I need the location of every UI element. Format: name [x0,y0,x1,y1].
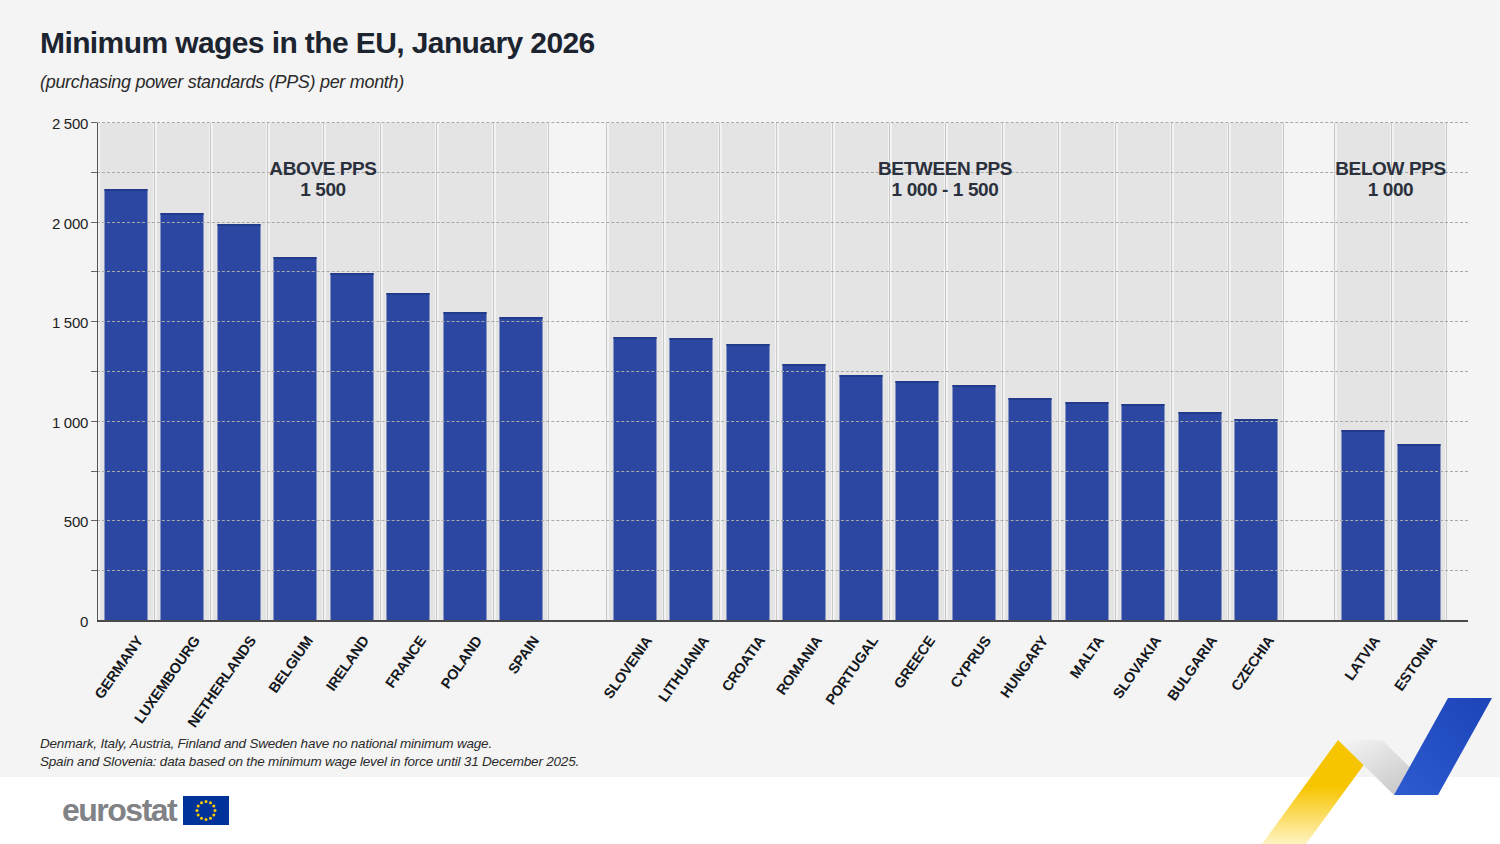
group-heading-3: BELOW PPS1 000 [1335,158,1445,200]
country-label-slovakia: SLOVAKIA [1109,633,1164,701]
country-label-hungary: HUNGARY [997,633,1051,701]
column-czechia [1228,123,1285,621]
bar-chart: Minimum wages in the EU, January 2026 (p… [0,0,1500,844]
group-heading-2: BETWEEN PPS1 000 - 1 500 [878,158,1012,200]
country-label-portugal: PORTUGAL [822,633,881,708]
y-axis-label-0: 0 [28,613,88,630]
bar-latvia [1341,430,1384,621]
y-axis-line [97,123,98,621]
bar-romania [783,364,826,621]
column-slovenia [606,123,663,621]
gridline-1500 [97,321,1468,322]
bar-greece [896,381,939,621]
column-netherlands [210,123,267,621]
page-title: Minimum wages in the EU, January 2026 [40,26,595,60]
bar-poland [443,312,486,621]
y-axis-label-500: 500 [28,513,88,530]
country-label-ireland: IRELAND [323,633,372,694]
country-label-belgium: BELGIUM [265,633,316,696]
bar-france [387,293,430,621]
y-tick-2000 [91,222,97,223]
y-tick-1000 [91,421,97,422]
gridline-750 [97,471,1468,472]
y-tick-750 [91,471,97,472]
column-germany [97,123,154,621]
y-tick-250 [91,570,97,571]
footnote-line-1: Denmark, Italy, Austria, Finland and Swe… [40,736,492,751]
bar-netherlands [217,224,260,621]
y-axis-label-1500: 1 500 [28,314,88,331]
country-label-croatia: CROATIA [719,633,769,694]
column-poland [436,123,493,621]
y-tick-500 [91,520,97,521]
bar-lithuania [670,338,713,621]
gridline-500 [97,520,1468,521]
gridline-1250 [97,371,1468,372]
eu-flag-icon [183,796,229,825]
y-axis-label-1000: 1 000 [28,413,88,430]
country-label-slovenia: SLOVENIA [601,633,656,702]
country-label-germany: GERMANY [92,633,147,702]
country-label-romania: ROMANIA [773,633,825,698]
column-romania [776,123,833,621]
bar-portugal [839,375,882,621]
country-label-france: FRANCE [382,633,429,691]
country-label-greece: GREECE [890,633,938,691]
group-heading-line2: 1 000 - 1 500 [878,179,1012,200]
y-axis-label-2000: 2 000 [28,214,88,231]
gridline-1000 [97,421,1468,422]
bar-hungary [1009,398,1052,621]
country-label-malta: MALTA [1067,633,1107,681]
column-luxembourg [154,123,211,621]
country-label-cyprus: CYPRUS [947,633,994,691]
group-heading-line1: BETWEEN PPS [878,158,1012,179]
ribbon-blue-band [1394,698,1492,795]
country-label-spain: SPAIN [505,633,542,677]
bar-croatia [726,344,769,621]
bar-bulgaria [1178,412,1221,621]
column-france [380,123,437,621]
eurostat-logo-text: eurostat [62,794,176,826]
group-heading-line1: ABOVE PPS [269,158,376,179]
bar-malta [1065,402,1108,621]
country-label-lithuania: LITHUANIA [655,633,712,705]
y-tick-1750 [91,271,97,272]
group-heading-line2: 1 500 [269,179,376,200]
y-tick-2500 [91,122,97,123]
footnote-line-2: Spain and Slovenia: data based on the mi… [40,754,579,769]
gridline-1750 [97,271,1468,272]
bar-belgium [274,257,317,621]
y-tick-1250 [91,371,97,372]
y-tick-2250 [91,172,97,173]
group-heading-line2: 1 000 [1335,179,1445,200]
group-heading-line1: BELOW PPS [1335,158,1445,179]
bar-ireland [330,273,373,621]
gridline-250 [97,570,1468,571]
bar-slovakia [1122,404,1165,621]
bar-slovenia [613,337,656,621]
column-slovakia [1115,123,1172,621]
gridline-2500 [97,122,1468,123]
y-axis-label-2500: 2 500 [28,115,88,132]
column-croatia [719,123,776,621]
bar-luxembourg [161,213,204,621]
country-label-poland: POLAND [438,633,486,691]
bar-germany [104,189,147,621]
bar-spain [499,317,542,621]
column-malta [1058,123,1115,621]
column-lithuania [663,123,720,621]
gridline-2000 [97,222,1468,223]
eurostat-logo: eurostat [62,794,229,826]
page-subtitle: (purchasing power standards (PPS) per mo… [40,72,404,93]
country-label-bulgaria: BULGARIA [1164,633,1220,704]
group-heading-1: ABOVE PPS1 500 [269,158,376,200]
column-bulgaria [1171,123,1228,621]
column-spain [493,123,550,621]
y-tick-1500 [91,321,97,322]
